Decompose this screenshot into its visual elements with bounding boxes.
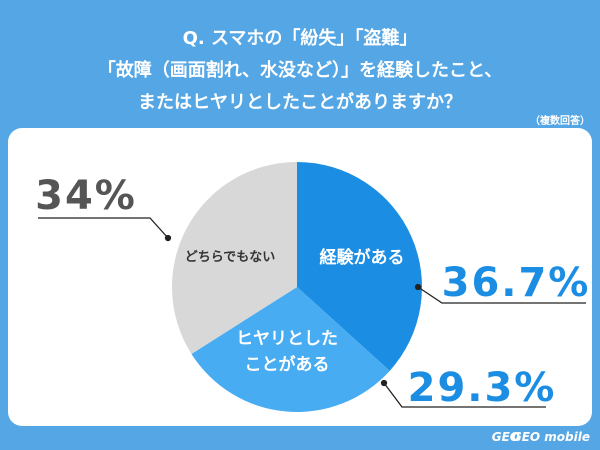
value-label: 34% [35, 173, 137, 219]
category-label: どちらでもない [184, 250, 276, 265]
leaders [38, 217, 586, 408]
leader-line [383, 382, 546, 408]
leader-line [38, 217, 169, 239]
value-label: 29.3% [407, 365, 557, 411]
title-line: Q. スマホの「紛失」「盗難」 [182, 28, 418, 49]
pie-slice [172, 162, 297, 354]
pie [172, 162, 423, 412]
leader-dot [414, 283, 422, 291]
leader-dot [380, 379, 388, 387]
title-line: 「故障（画面割れ、水没など）」を経験したこと、 [97, 60, 503, 81]
category-label: ヒヤリとした ことがある [236, 329, 338, 375]
category-label: 経験がある [319, 248, 405, 268]
footer-logo: GEO mobile [511, 430, 590, 444]
leader-dot [164, 234, 172, 242]
note: （複数回答） [530, 116, 590, 127]
footer-logo: GEO [491, 430, 520, 444]
pie-slice [297, 162, 423, 371]
title-line: またはヒヤリとしたことがありますか？ [138, 92, 462, 113]
value-label: 36.7% [441, 260, 591, 306]
leader-line [417, 286, 586, 304]
pie-slice [191, 287, 390, 412]
